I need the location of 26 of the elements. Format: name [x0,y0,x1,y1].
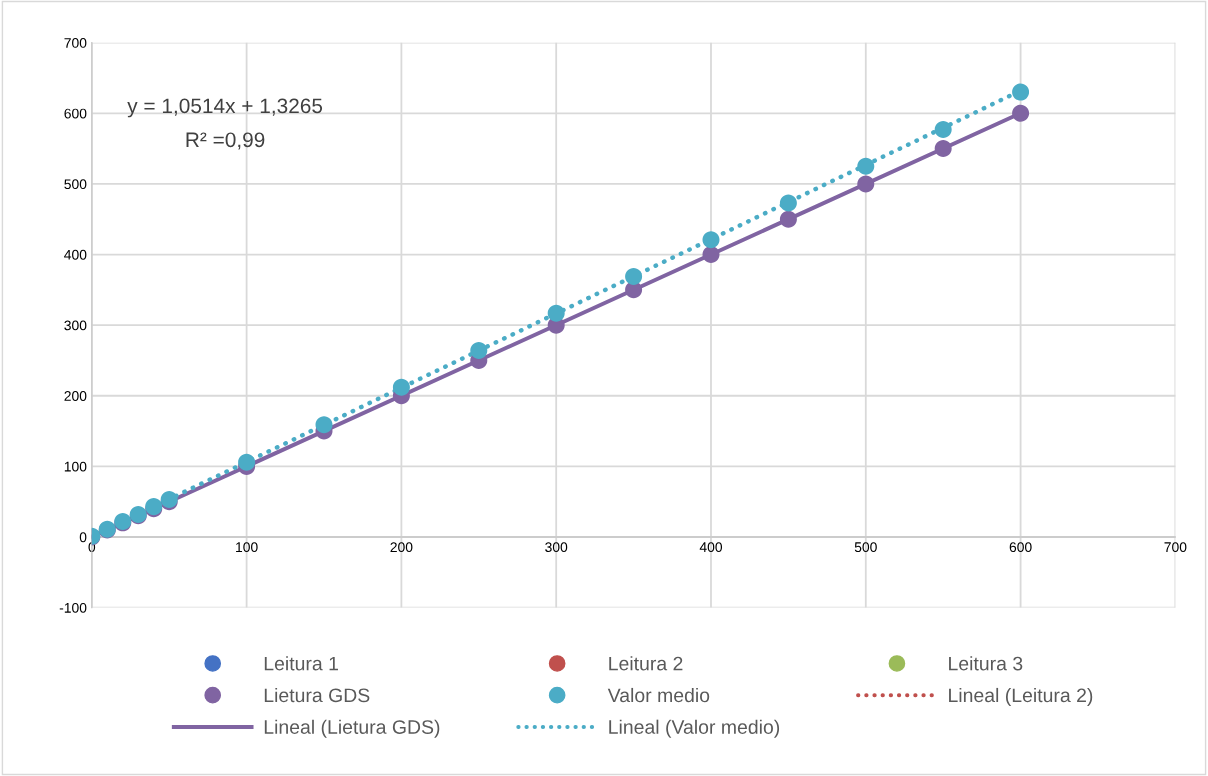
legend-label: Lietura GDS [264,687,370,703]
x-tick-label: 600 [1009,542,1032,553]
legend-label: Valor medio [607,687,710,703]
legend-label: Lineal (Leitura 2) [949,687,1093,707]
annotation: R² =0,99 [186,132,265,150]
y-tick-label: 100 [64,461,87,472]
legend-label: Leitura 2 [609,656,683,671]
y-tick-label: 500 [64,179,87,190]
y-tick-label: 200 [64,391,87,401]
legend-label: Leitura 3 [949,656,1023,671]
y-tick-label: 700 [64,38,87,48]
y-tick-label: -100 [59,602,87,613]
x-tick-label: 700 [1164,542,1187,553]
annotation: y = 1,0514x + 1,3265 [127,98,323,118]
legend-label: Leitura 1 [264,656,338,671]
x-tick-label: 400 [699,542,723,553]
x-tick-label: 200 [390,542,413,553]
y-tick-label: 0 [79,532,87,543]
y-tick-label: 600 [64,108,87,119]
y-tick-label: 300 [64,320,87,331]
legend-label: Lineal (Lietura GDS) [264,719,440,738]
x-tick-label: 100 [236,542,258,553]
y-tick-label: 400 [64,249,87,260]
x-tick-label: 500 [854,542,877,553]
x-tick-label: 300 [545,542,568,553]
legend-label: Lineal (Valor medio) [609,719,780,738]
